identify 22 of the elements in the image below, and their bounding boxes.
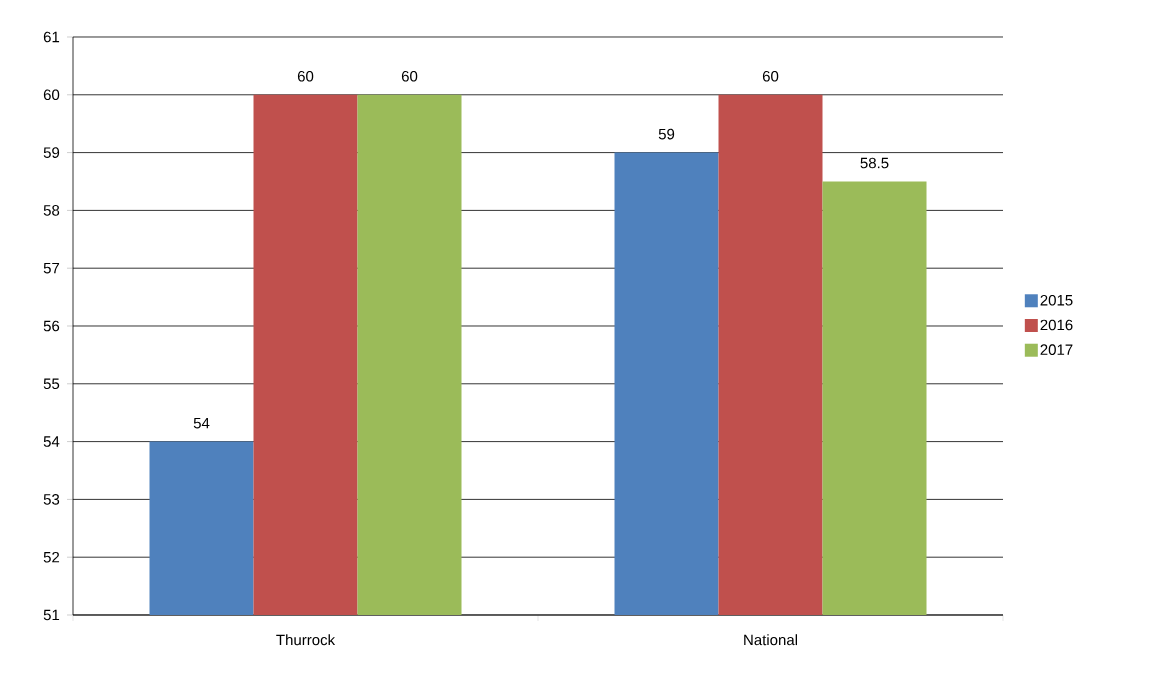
y-tick-label: 56 bbox=[43, 320, 60, 332]
y-tick-label: 51 bbox=[43, 609, 60, 621]
legend-label: 2016 bbox=[1040, 319, 1073, 331]
y-tick-label: 52 bbox=[43, 551, 60, 563]
data-label: 58.5 bbox=[860, 157, 889, 169]
y-tick-label: 61 bbox=[43, 31, 60, 43]
y-tick-label: 54 bbox=[43, 436, 60, 447]
legend-label: 2017 bbox=[1040, 344, 1073, 355]
x-tick-label: National bbox=[744, 634, 797, 646]
data-label: 60 bbox=[762, 70, 779, 82]
y-tick-label: 53 bbox=[43, 494, 60, 505]
data-label: 54 bbox=[193, 417, 210, 429]
y-tick-label: 58 bbox=[43, 205, 60, 216]
y-tick-label: 57 bbox=[43, 262, 60, 274]
y-tick-label: 55 bbox=[43, 378, 60, 390]
data-label: 60 bbox=[401, 70, 418, 82]
y-tick-label: 59 bbox=[43, 147, 60, 158]
data-label: 59 bbox=[658, 128, 675, 140]
y-tick-label: 60 bbox=[43, 89, 60, 101]
x-tick-label: Thurrock bbox=[276, 634, 336, 646]
data-label: 60 bbox=[297, 70, 314, 82]
legend-label: 2015 bbox=[1040, 294, 1073, 306]
